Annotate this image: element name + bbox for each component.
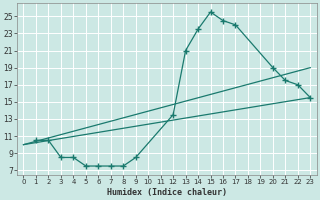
X-axis label: Humidex (Indice chaleur): Humidex (Indice chaleur) [107,188,227,197]
